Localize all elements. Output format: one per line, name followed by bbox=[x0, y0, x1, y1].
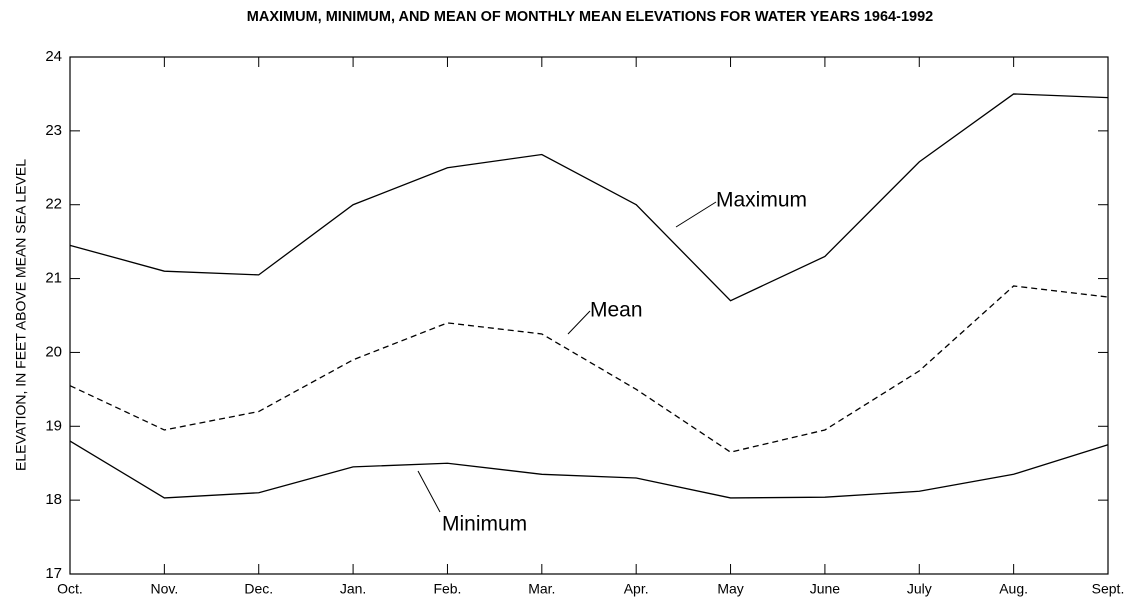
x-tick-label: Dec. bbox=[244, 581, 273, 597]
y-tick-label: 24 bbox=[45, 48, 62, 65]
y-tick-label: 17 bbox=[45, 565, 62, 582]
series-line bbox=[69, 93, 1109, 302]
x-tick-label: July bbox=[907, 581, 932, 597]
y-axis-label: ELEVATION, IN FEET ABOVE MEAN SEA LEVEL bbox=[13, 159, 29, 471]
x-tick-label: May bbox=[717, 581, 743, 597]
y-tick-label: 23 bbox=[45, 122, 62, 139]
y-tick-label: 19 bbox=[45, 417, 62, 434]
plot-frame bbox=[69, 56, 1109, 575]
series-line bbox=[69, 440, 1109, 499]
x-tick-label: Aug. bbox=[999, 581, 1028, 597]
x-tick-label: Oct. bbox=[57, 581, 83, 597]
leader-line bbox=[567, 310, 591, 335]
series-line bbox=[69, 285, 1109, 453]
leader-line bbox=[417, 470, 441, 513]
x-tick-label: June bbox=[810, 581, 841, 597]
x-tick-label: Mar. bbox=[528, 581, 555, 597]
x-tick-label: Apr. bbox=[624, 581, 649, 597]
y-tick-label: 20 bbox=[45, 343, 62, 360]
y-tick-label: 21 bbox=[45, 270, 62, 287]
x-tick-label: Sept. bbox=[1092, 581, 1125, 597]
y-tick-label: 22 bbox=[45, 196, 62, 213]
y-tick-label: 18 bbox=[45, 491, 62, 508]
x-tick-label: Feb. bbox=[433, 581, 461, 597]
leader-line bbox=[675, 201, 717, 228]
series-label: Mean bbox=[590, 299, 643, 322]
series-label: Maximum bbox=[716, 189, 807, 212]
series-label: Minimum bbox=[442, 513, 527, 536]
chart-title: MAXIMUM, MINIMUM, AND MEAN OF MONTHLY ME… bbox=[247, 9, 933, 25]
x-tick-label: Nov. bbox=[150, 581, 178, 597]
x-tick-label: Jan. bbox=[340, 581, 366, 597]
